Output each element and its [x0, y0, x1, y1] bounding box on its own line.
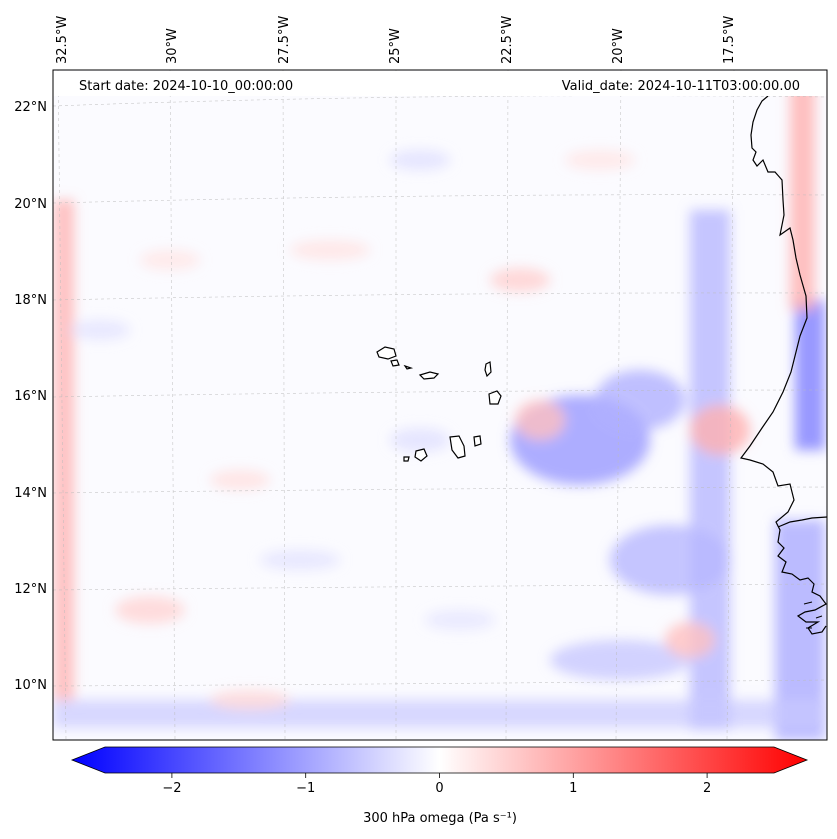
lon-tick-label: 25°W: [388, 28, 403, 64]
lon-tick-label: 30°W: [165, 28, 180, 64]
island-sal: [484, 361, 492, 378]
lat-tick-label: 10°N: [14, 678, 47, 693]
colorbar-body: [70, 746, 809, 774]
map-panel: Start date: 2024-10-10_00:00:00 Valid_da…: [53, 70, 827, 740]
coastline-west-africa: [739, 95, 827, 635]
island-sao-nicolau: [418, 371, 440, 380]
map-frame: [52, 69, 828, 741]
lat-tick-label: 18°N: [14, 293, 47, 308]
island-sao-vicente: [390, 359, 400, 367]
lat-tick-label: 16°N: [14, 389, 47, 404]
cape-verde-islands: [376, 346, 502, 462]
lat-tick-labels: 22°N 20°N 18°N 16°N 14°N 12°N 10°N: [14, 100, 47, 693]
lon-tick-label: 32.5°W: [55, 16, 70, 64]
colorbar-tick-label: −1: [296, 781, 315, 796]
lon-tick-label: 22.5°W: [500, 16, 515, 64]
island-santiago: [449, 435, 466, 459]
colorbar-ticks: −2 −1 0 1 2: [162, 773, 711, 796]
lon-tick-label: 27.5°W: [277, 16, 292, 64]
island-boa-vista: [488, 390, 502, 405]
island-santa-luzia: [403, 364, 414, 370]
island-fogo: [414, 448, 428, 462]
lon-tick-label: 20°W: [611, 28, 626, 64]
colorbar-tick-label: 0: [435, 781, 443, 796]
lat-tick-label: 22°N: [14, 100, 47, 115]
colorbar-label: 300 hPa omega (Pa s⁻¹): [363, 811, 517, 826]
lon-tick-labels: 32.5°W 30°W 27.5°W 25°W 22.5°W 20°W 17.5…: [55, 16, 737, 64]
header-band: [53, 71, 826, 96]
island-santo-antao: [376, 346, 397, 360]
start-date-label: Start date: 2024-10-10_00:00:00: [79, 79, 293, 94]
valid-date-label: Valid_date: 2024-10-11T03:00:00.00: [562, 79, 800, 94]
gridlines: [53, 70, 827, 740]
island-maio: [473, 435, 482, 447]
coastline-bijagos: [803, 601, 823, 629]
colorbar-tick-label: −2: [162, 781, 181, 796]
lat-tick-label: 14°N: [14, 486, 47, 501]
colorbar-tick-label: 1: [569, 781, 577, 796]
island-brava: [403, 456, 410, 462]
colorbar: −2 −1 0 1 2 300 hPa omega (Pa s⁻¹): [70, 746, 809, 826]
colorbar-tick-label: 2: [703, 781, 711, 796]
lon-tick-label: 17.5°W: [722, 16, 737, 64]
lat-tick-label: 12°N: [14, 582, 47, 597]
coastline-gambia-estuary: [777, 516, 827, 528]
omega-field: [53, 80, 827, 740]
lat-tick-label: 20°N: [14, 197, 47, 212]
